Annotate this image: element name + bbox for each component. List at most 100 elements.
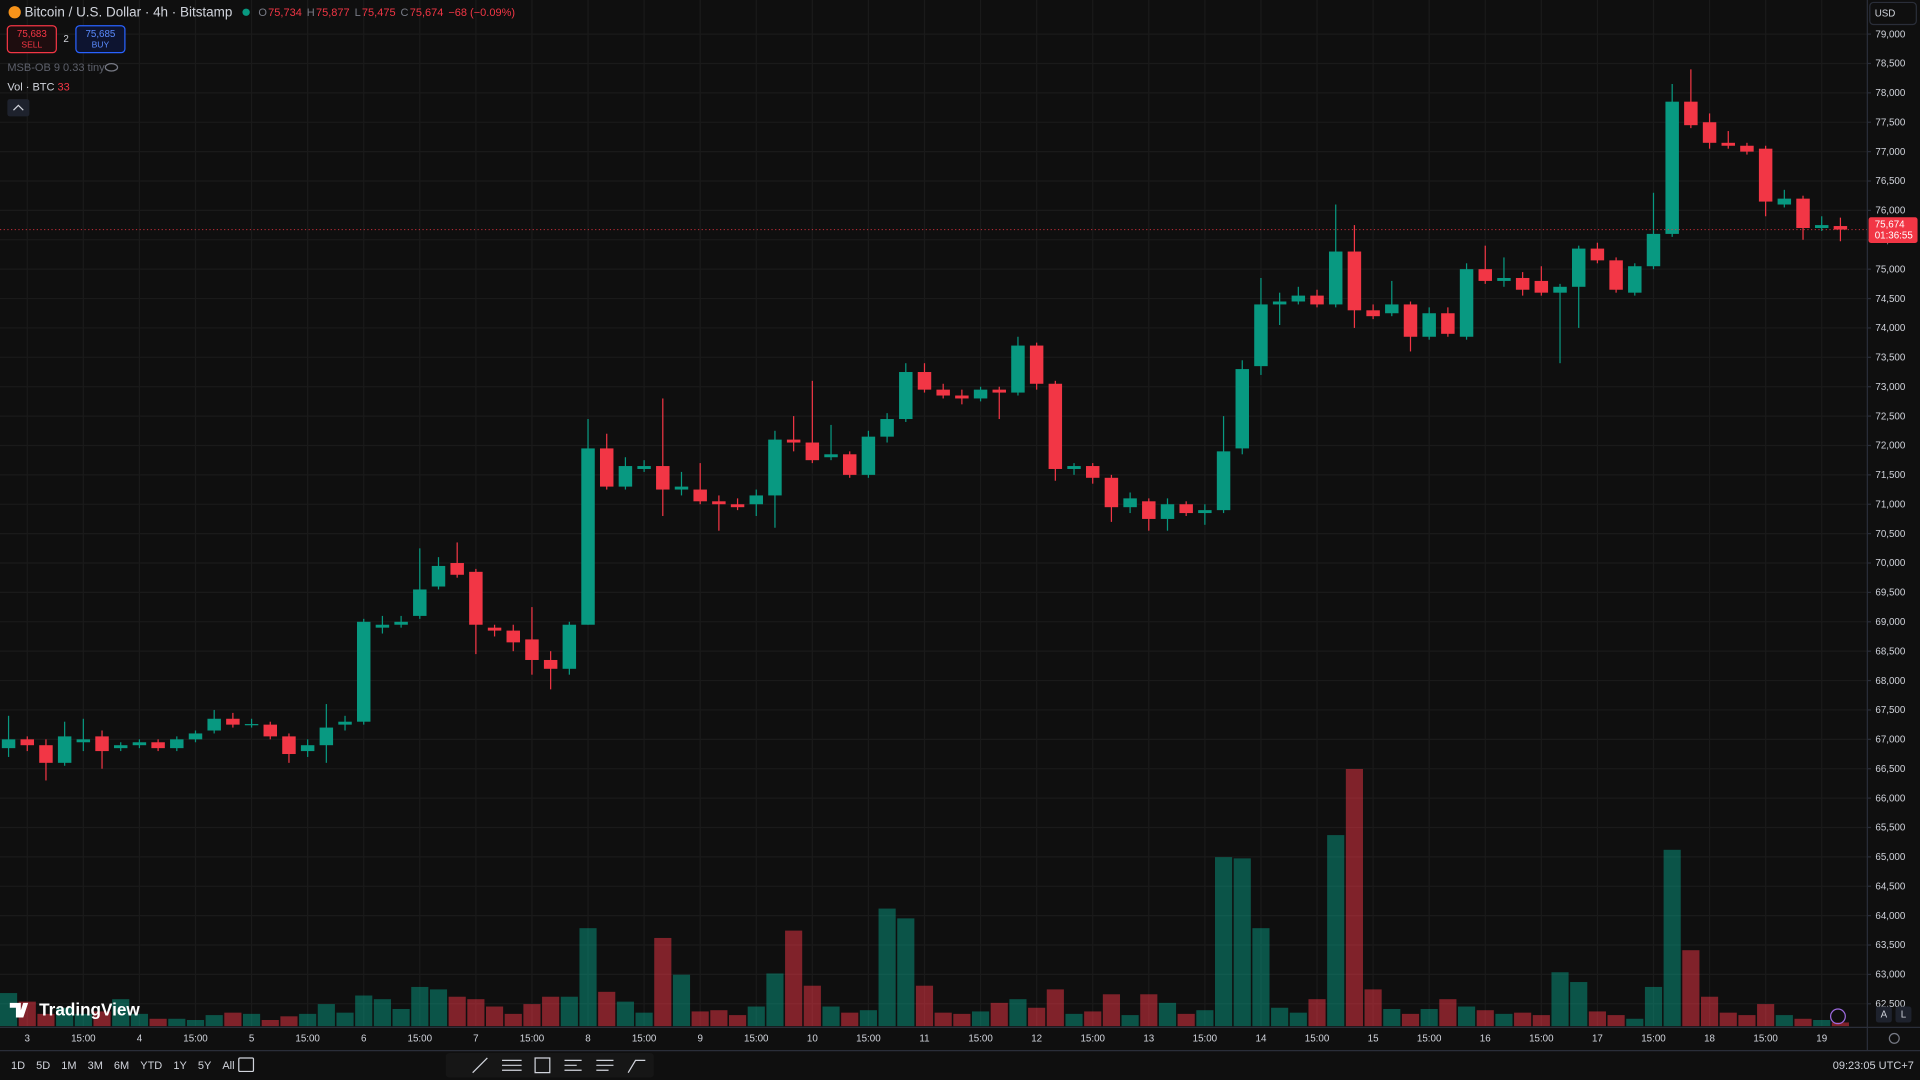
buy-label[interactable]: BUY xyxy=(92,40,110,50)
range-button[interactable]: 5Y xyxy=(198,1060,212,1072)
logo-icon xyxy=(9,1002,29,1018)
candle-body xyxy=(95,736,109,752)
volume-bar xyxy=(1196,1010,1214,1027)
x-tick-label: 4 xyxy=(137,1034,143,1045)
candle-body xyxy=(1254,304,1268,367)
x-tick-label: 17 xyxy=(1592,1034,1603,1045)
x-tick-label: 15:00 xyxy=(1641,1034,1666,1045)
volume-bar xyxy=(467,999,485,1027)
volume-bar xyxy=(766,973,784,1027)
volume-bar xyxy=(859,1010,877,1027)
currency-button[interactable] xyxy=(1869,1,1917,26)
sell-label[interactable]: SELL xyxy=(21,40,42,50)
range-button[interactable]: 5D xyxy=(36,1060,50,1072)
volume-bar xyxy=(1420,1008,1438,1027)
buy-button[interactable] xyxy=(75,25,126,54)
range-button[interactable]: 1M xyxy=(61,1060,76,1072)
visibility-icon[interactable] xyxy=(104,63,119,72)
range-button[interactable]: 1D xyxy=(11,1060,25,1072)
volume-bar xyxy=(168,1018,186,1027)
y-tick-label: 69,500 xyxy=(1875,588,1905,599)
candle-body xyxy=(1235,369,1249,449)
candle-body xyxy=(1814,225,1829,229)
candle-body xyxy=(151,742,165,749)
candle-body xyxy=(936,389,950,396)
candle-body xyxy=(450,563,464,575)
collapse-button[interactable] xyxy=(7,99,30,117)
candle-body xyxy=(170,739,184,749)
range-button[interactable]: YTD xyxy=(140,1060,162,1072)
candle-body xyxy=(1310,295,1324,305)
volume-bar xyxy=(1831,1022,1849,1027)
indicator-volume[interactable]: Vol · BTC xyxy=(7,81,54,93)
volume-bar xyxy=(485,1006,504,1027)
assistant-icon[interactable] xyxy=(1830,1008,1846,1025)
ohlc-key: L xyxy=(355,7,361,19)
sell-button[interactable] xyxy=(6,25,57,54)
volume-bar xyxy=(523,1004,541,1027)
auto-scale-button[interactable] xyxy=(1875,1006,1892,1023)
volume-bar xyxy=(803,985,821,1027)
y-tick-label: 68,500 xyxy=(1875,646,1905,657)
log-scale[interactable]: L xyxy=(1901,1010,1907,1021)
volume-bar xyxy=(37,1013,55,1027)
volume-bar xyxy=(1383,1008,1401,1027)
candle-body xyxy=(1515,277,1530,290)
candle-body xyxy=(1628,266,1642,293)
calendar-icon[interactable] xyxy=(238,1057,255,1073)
volume-bar xyxy=(56,1007,74,1027)
volume-bar xyxy=(598,991,616,1027)
y-tick-label: 72,000 xyxy=(1875,441,1905,452)
auto-scale[interactable]: A xyxy=(1881,1010,1888,1021)
drawing-tools[interactable] xyxy=(472,1057,646,1074)
candle-body xyxy=(300,745,315,752)
currency[interactable]: USD xyxy=(1875,9,1896,20)
volume-bar xyxy=(560,996,578,1027)
volume-bar xyxy=(373,999,391,1027)
indicator-msb[interactable]: MSB-OB 9 0.33 tiny xyxy=(7,62,105,74)
volume-bar xyxy=(1626,1018,1644,1027)
x-tick-label: 15:00 xyxy=(968,1034,993,1045)
candle-body xyxy=(562,624,577,669)
range-button[interactable]: 3M xyxy=(88,1060,103,1072)
volume-bar xyxy=(691,1011,709,1027)
sell-price[interactable]: 75,683 xyxy=(17,29,47,40)
volume-bar xyxy=(149,1018,167,1027)
symbol-title[interactable]: Bitcoin / U.S. Dollar · 4h · Bitstamp xyxy=(24,4,232,19)
candle-body xyxy=(319,727,334,746)
volume-bar xyxy=(1457,1006,1476,1027)
x-tick-label: 15:00 xyxy=(744,1034,769,1045)
x-tick-label: 8 xyxy=(585,1034,591,1045)
volume-bar xyxy=(0,993,18,1027)
candle-body xyxy=(674,486,689,490)
candle-body xyxy=(469,571,483,625)
y-tick-label: 65,000 xyxy=(1875,852,1905,863)
logo[interactable]: TradingView xyxy=(39,999,140,1019)
volume-bar xyxy=(1682,950,1700,1027)
candle-body xyxy=(1403,304,1418,337)
volume-bar xyxy=(1570,982,1588,1027)
range-button[interactable]: 1Y xyxy=(173,1060,187,1072)
volume-bar xyxy=(1700,996,1719,1027)
volume-bar xyxy=(224,1012,242,1027)
x-tick-label: 9 xyxy=(697,1034,702,1045)
range-button[interactable]: All xyxy=(222,1060,234,1072)
volume-bar xyxy=(411,986,429,1027)
range-button[interactable]: 6M xyxy=(114,1060,129,1072)
candle-body xyxy=(1029,345,1044,384)
settings-icon[interactable] xyxy=(1888,1032,1900,1044)
candle-body xyxy=(917,372,932,390)
candle-body xyxy=(1665,101,1679,234)
candle-body xyxy=(1609,260,1623,290)
candle-body xyxy=(1011,345,1025,393)
log-scale-button[interactable] xyxy=(1895,1006,1912,1023)
buy-price[interactable]: 75,685 xyxy=(85,29,115,40)
volume-bar xyxy=(112,999,130,1027)
change: −68 (−0.09%) xyxy=(448,7,515,19)
candle-body xyxy=(618,466,633,487)
volume-bar xyxy=(448,996,466,1027)
volume-bar xyxy=(130,1013,148,1027)
candle-body xyxy=(1328,251,1343,305)
